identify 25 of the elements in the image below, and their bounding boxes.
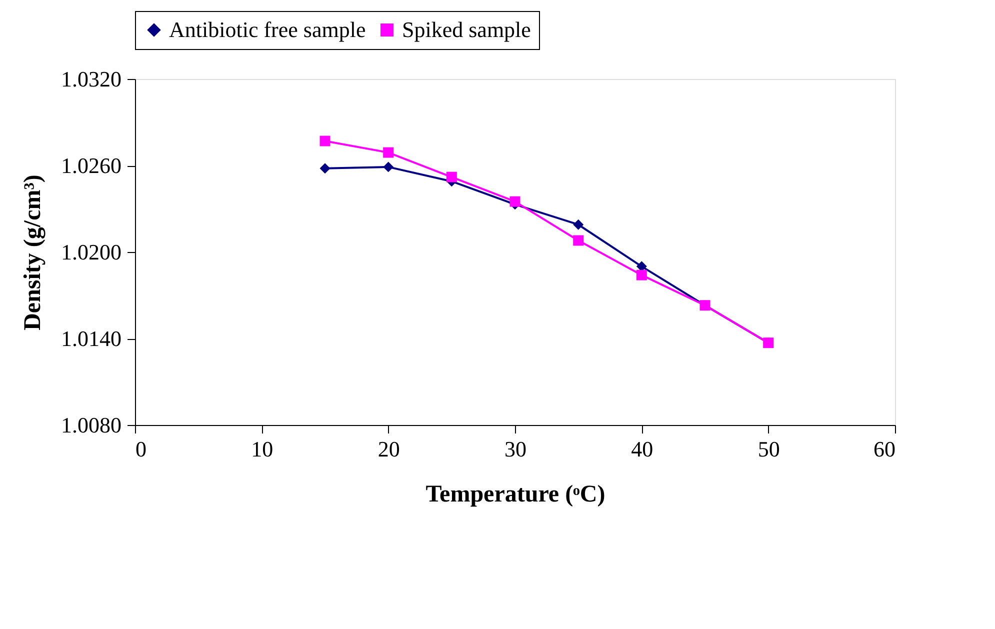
legend-label: Antibiotic free sample bbox=[169, 17, 366, 42]
x-tick-label: 60 bbox=[874, 436, 896, 462]
x-axis-title: Temperature (ᵒC) bbox=[426, 482, 606, 508]
point bbox=[510, 196, 520, 207]
x-tick-label: 50 bbox=[758, 436, 780, 462]
point bbox=[446, 172, 457, 182]
point bbox=[383, 147, 394, 158]
point bbox=[320, 136, 330, 146]
y-tick-label: 1.0260 bbox=[61, 153, 122, 178]
point bbox=[320, 163, 330, 174]
x-tick-label: 30 bbox=[504, 436, 526, 462]
y-tick-label: 1.0200 bbox=[61, 240, 122, 264]
x-tick-label: 40 bbox=[631, 436, 654, 462]
y-tick-label: 1.0080 bbox=[61, 412, 122, 438]
point bbox=[573, 235, 584, 246]
point bbox=[573, 219, 584, 230]
y-tick-label: 1.0320 bbox=[61, 66, 122, 92]
x-tick-label: 10 bbox=[251, 436, 274, 462]
legend-label: Spiked sample bbox=[402, 17, 531, 42]
point bbox=[636, 270, 647, 280]
point bbox=[383, 162, 394, 172]
y-axis-title: Density (g/cm³) bbox=[20, 174, 46, 330]
x-tick-label: 0 bbox=[136, 436, 146, 462]
y-tick-label: 1.0140 bbox=[61, 326, 122, 351]
x-tick-label: 20 bbox=[378, 436, 400, 462]
